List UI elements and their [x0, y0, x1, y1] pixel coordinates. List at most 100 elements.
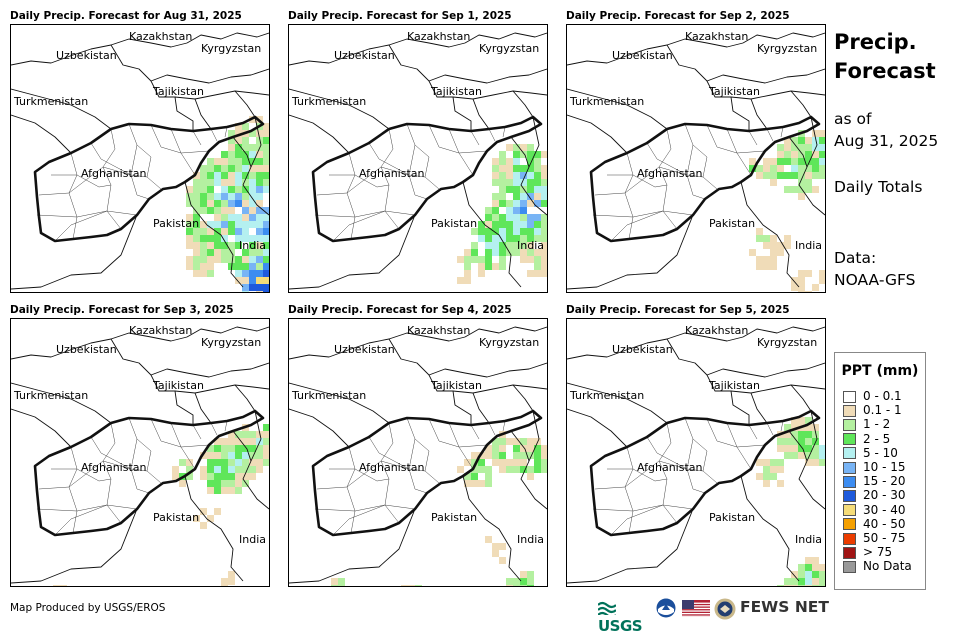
precip-cell	[791, 172, 798, 179]
precip-cell	[499, 151, 506, 158]
precip-cell	[193, 228, 200, 235]
precip-cell	[499, 193, 506, 200]
precip-cell	[763, 263, 770, 270]
province-boundary	[192, 130, 202, 146]
precip-cell	[777, 172, 784, 179]
precip-cell	[242, 207, 249, 214]
precip-cell	[770, 256, 777, 263]
country-label-pakistan: Pakistan	[431, 217, 478, 230]
precip-cell	[214, 249, 221, 256]
legend-swatch	[843, 489, 856, 502]
country-boundary	[428, 374, 547, 394]
precip-cell	[214, 508, 221, 515]
precip-cell	[207, 221, 214, 228]
province-boundary	[607, 468, 668, 482]
province-boundary	[128, 417, 162, 484]
precip-cell	[242, 473, 249, 480]
precip-cell	[492, 165, 499, 172]
country-boundary	[798, 410, 825, 510]
country-boundary	[11, 332, 188, 360]
precip-cell	[798, 438, 805, 445]
country-label-uzbekistan: Uzbekistan	[334, 343, 395, 356]
precip-cell	[541, 242, 547, 249]
precip-cell	[263, 151, 269, 158]
precip-cell	[263, 137, 269, 144]
province-boundary	[594, 166, 704, 196]
precip-cell	[242, 193, 249, 200]
precip-cell	[235, 473, 242, 480]
country-label-uzbekistan: Uzbekistan	[334, 49, 395, 62]
precip-cell	[805, 417, 812, 424]
precip-cell	[263, 431, 269, 438]
legend-label: 30 - 40	[863, 502, 906, 517]
precip-cell	[200, 228, 207, 235]
country-boundary	[666, 44, 825, 84]
precip-cell	[207, 179, 214, 186]
precip-cell	[520, 249, 527, 256]
precip-cell	[485, 249, 492, 256]
legend-item: 0 - 0.1	[843, 389, 902, 403]
precip-cell	[207, 480, 214, 487]
precip-cell	[798, 179, 805, 186]
precip-cell	[478, 235, 485, 242]
legend-label: 2 - 5	[863, 431, 891, 446]
precip-cell	[186, 235, 193, 242]
precip-cell	[777, 165, 784, 172]
province-boundary	[408, 468, 428, 494]
precip-cell	[221, 214, 228, 221]
precip-cell	[798, 417, 805, 424]
precip-cell	[471, 480, 478, 487]
precip-cell	[798, 578, 805, 585]
country-boundary	[11, 382, 112, 424]
province-boundary	[316, 460, 426, 490]
country-boundary	[232, 136, 252, 168]
precip-cell	[499, 158, 506, 165]
precip-cell	[249, 158, 256, 165]
precip-cell	[242, 123, 249, 130]
country-label-uzbekistan: Uzbekistan	[56, 343, 117, 356]
precip-cell	[541, 445, 547, 452]
precip-cell	[478, 459, 485, 466]
precip-cell	[534, 270, 541, 277]
precip-cell	[499, 557, 506, 564]
as-of-date: Aug 31, 2025	[834, 132, 939, 150]
precip-cell	[485, 263, 492, 270]
precip-cell	[172, 473, 179, 480]
precip-cell	[228, 438, 235, 445]
legend-item: 5 - 10	[843, 446, 898, 460]
precip-cell	[256, 256, 263, 263]
precip-cell	[228, 228, 235, 235]
country-label-kazakhstan: Kazakhstan	[129, 324, 193, 337]
province-boundary	[406, 417, 440, 484]
precip-cell	[534, 186, 541, 193]
country-boundary	[790, 90, 812, 118]
precip-cell	[200, 263, 207, 270]
precip-cell	[492, 242, 499, 249]
precip-cell	[527, 270, 534, 277]
precip-cell	[263, 291, 269, 292]
precip-cell	[256, 431, 263, 438]
panel-title: Daily Precip. Forecast for Sep 5, 2025	[566, 304, 790, 316]
precip-cell	[812, 557, 819, 564]
province-boundary	[150, 418, 196, 470]
precip-cell	[520, 221, 527, 228]
precip-cell	[263, 249, 269, 256]
precip-cell	[798, 193, 805, 200]
province-boundary	[54, 504, 108, 536]
province-boundary	[428, 418, 474, 470]
country-label-turkmenistan: Turkmenistan	[570, 389, 645, 402]
precip-cell	[249, 242, 256, 249]
precip-cell	[812, 578, 819, 585]
precip-cell	[200, 466, 207, 473]
country-label-india: India	[795, 239, 822, 252]
precip-cell	[819, 277, 825, 284]
legend-title: PPT (mm)	[841, 363, 919, 379]
side-title-line2: Forecast	[834, 59, 936, 83]
precip-cell	[784, 186, 791, 193]
precip-cell	[770, 158, 777, 165]
precip-cell	[506, 585, 513, 586]
precip-cell	[200, 193, 207, 200]
precip-cell	[812, 284, 819, 291]
precip-cell	[249, 473, 256, 480]
country-boundary	[750, 392, 768, 424]
